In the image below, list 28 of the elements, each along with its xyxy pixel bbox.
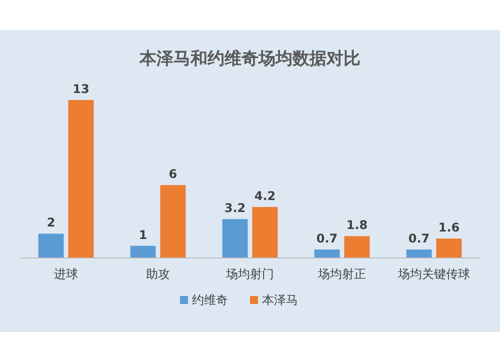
bar <box>38 234 64 258</box>
chart-title: 本泽马和约维奇场均数据对比 <box>138 49 360 69</box>
bar <box>130 246 156 258</box>
data-label: 1.6 <box>438 220 460 235</box>
bar <box>344 236 370 258</box>
x-tick-label: 场均射门 <box>225 267 274 281</box>
data-label: 1 <box>138 228 148 242</box>
x-tick-label: 进球 <box>54 267 78 281</box>
data-label: 2 <box>46 216 56 230</box>
x-tick-label: 场均关键传球 <box>397 267 470 281</box>
data-label: 6 <box>168 167 178 182</box>
bar <box>252 206 278 258</box>
data-label: 1.8 <box>346 218 368 232</box>
x-tick-label: 场均射正 <box>317 267 366 281</box>
bar <box>160 185 186 258</box>
data-label: 4.2 <box>254 188 276 203</box>
bar <box>68 100 94 258</box>
legend-label: 约维奇 <box>192 293 228 307</box>
data-label: 13 <box>72 82 90 96</box>
legend-label: 本泽马 <box>262 293 298 307</box>
bar <box>222 219 248 258</box>
x-tick-label: 助攻 <box>146 267 170 281</box>
bar <box>436 238 462 258</box>
bar <box>314 249 340 258</box>
data-label: 3.2 <box>224 201 246 216</box>
bar <box>406 249 432 258</box>
data-label: 0.7 <box>316 231 338 246</box>
data-label: 0.7 <box>408 231 430 246</box>
